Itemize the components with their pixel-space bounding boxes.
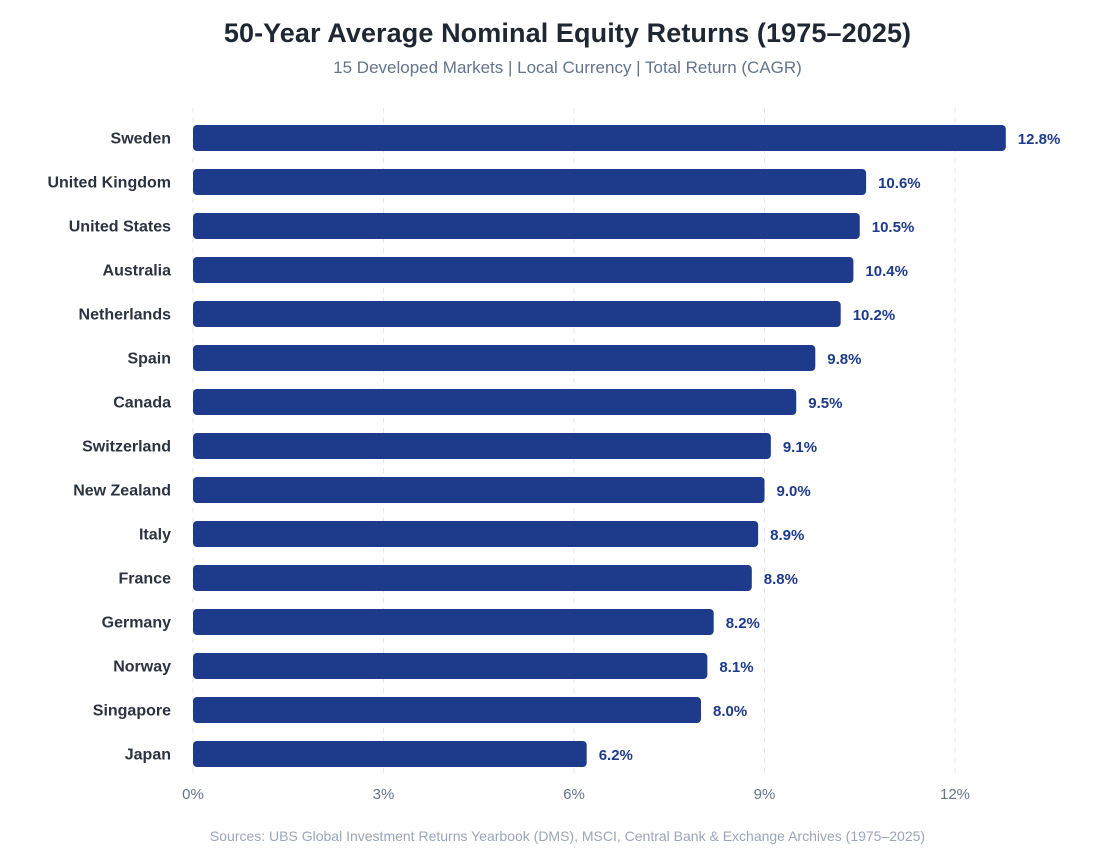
category-label: Japan [125, 747, 171, 764]
bar [193, 477, 765, 503]
bar [193, 389, 797, 415]
x-tick-label: 6% [563, 786, 585, 803]
category-label: United States [69, 219, 171, 236]
category-label: Germany [102, 615, 171, 632]
data-label: 8.8% [764, 571, 798, 588]
data-label: 10.2% [853, 307, 896, 324]
category-label: Canada [113, 395, 171, 412]
data-label: 9.0% [777, 483, 811, 500]
bar [193, 257, 854, 283]
category-label: Singapore [93, 703, 171, 720]
bar [193, 521, 759, 547]
category-label: Netherlands [79, 307, 172, 324]
bar [193, 697, 701, 723]
data-label: 8.1% [719, 659, 753, 676]
bar [193, 213, 860, 239]
bar [193, 741, 587, 767]
category-label: Australia [103, 263, 172, 280]
category-label: Switzerland [82, 439, 171, 456]
bar [193, 609, 714, 635]
bar [193, 653, 708, 679]
x-tick-label: 3% [373, 786, 395, 803]
x-tick-label: 0% [182, 786, 204, 803]
chart-subtitle: 15 Developed Markets | Local Currency | … [333, 58, 802, 77]
bar [193, 169, 867, 195]
category-label: Norway [113, 659, 171, 676]
category-label: United Kingdom [47, 175, 171, 192]
category-label: New Zealand [73, 483, 171, 500]
chart-title: 50-Year Average Nominal Equity Returns (… [223, 18, 912, 48]
data-label: 10.4% [865, 263, 908, 280]
data-label: 10.6% [878, 175, 921, 192]
data-label: 8.2% [726, 615, 760, 632]
category-label: Sweden [111, 131, 171, 148]
category-label: France [119, 571, 172, 588]
x-tick-label: 9% [754, 786, 776, 803]
data-label: 9.5% [808, 395, 842, 412]
data-label: 8.9% [770, 527, 804, 544]
category-label: Italy [139, 527, 171, 544]
data-label: 10.5% [872, 219, 915, 236]
bar [193, 345, 816, 371]
data-label: 12.8% [1018, 131, 1061, 148]
data-label: 6.2% [599, 747, 633, 764]
x-tick-label: 12% [940, 786, 970, 803]
bar [193, 301, 841, 327]
source-note: Sources: UBS Global Investment Returns Y… [209, 828, 926, 844]
bar [193, 125, 1006, 151]
data-label: 8.0% [713, 703, 747, 720]
data-label: 9.8% [827, 351, 861, 368]
category-label: Spain [127, 351, 171, 368]
data-label: 9.1% [783, 439, 817, 456]
bar [193, 433, 771, 459]
bar [193, 565, 752, 591]
